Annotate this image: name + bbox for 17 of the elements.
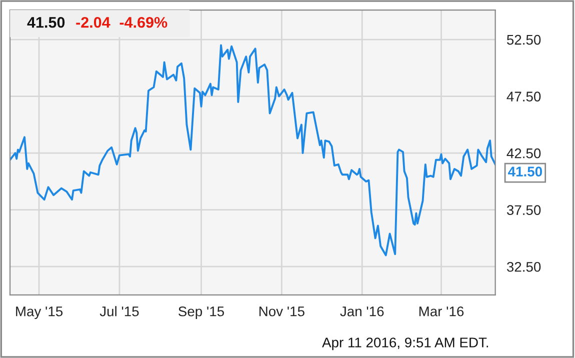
x-tick-label: May '15 [16, 306, 63, 320]
x-tick-label: Jan '16 [340, 306, 384, 316]
annotation: -4.69% [120, 16, 168, 28]
annotation: -2.04 [76, 16, 110, 28]
y-tick-label: 42.50 [506, 148, 541, 158]
text: Apr 11 2016, 9:51 AM EDT. [322, 338, 488, 350]
annotation: 41.50 [27, 16, 65, 28]
x-tick-label: Jul '15 [100, 306, 139, 316]
y-tick-label: 47.50 [506, 92, 541, 102]
y-tick-label: 52.50 [506, 34, 541, 45]
line-series [10, 44, 496, 256]
y-tick-label: 37.50 [506, 205, 541, 216]
x-tick-label: Nov '15 [259, 306, 304, 316]
annotation: 41.50 [508, 166, 542, 176]
y-tick-label: 32.50 [506, 262, 541, 272]
x-tick-label: Sep '15 [178, 306, 224, 320]
x-tick-label: Mar '16 [419, 306, 464, 316]
